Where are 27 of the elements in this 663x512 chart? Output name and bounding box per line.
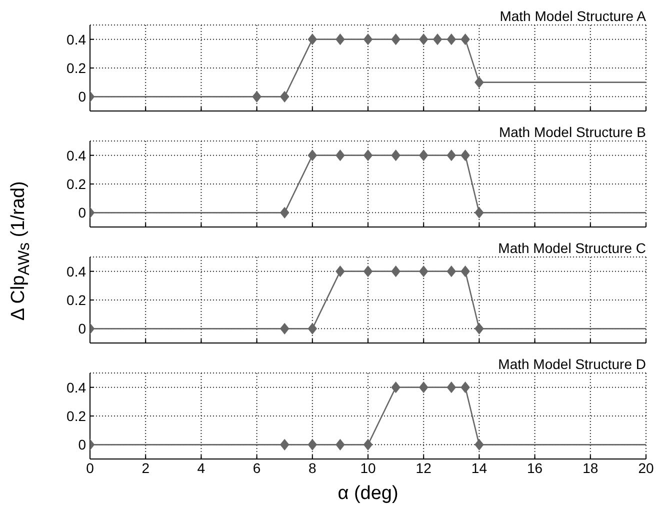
y-tick-label: 0.2 [66, 176, 86, 192]
y-tick-label: 0.4 [66, 379, 86, 396]
y-tick-label: 0.4 [66, 31, 86, 48]
x-tick-label: 6 [252, 460, 261, 476]
y-tick-label: 0.2 [66, 292, 86, 308]
x-tick-label: 10 [360, 460, 376, 476]
y-tick-label: 0.2 [66, 408, 86, 424]
y-tick-label: 0 [78, 204, 86, 221]
x-tick-label: 18 [582, 460, 598, 476]
x-axis-title: α (deg) [336, 483, 400, 505]
chart-title: Math Model Structure B [498, 124, 646, 140]
x-tick-label: 14 [471, 460, 488, 476]
x-tick-label: 2 [142, 460, 150, 476]
y-tick-label: 0.2 [66, 60, 86, 76]
y-tick-label: 0 [78, 436, 86, 453]
x-tick-label: 4 [197, 460, 206, 476]
chart-title: Math Model Structure C [498, 240, 646, 256]
y-tick-label: 0.4 [66, 147, 86, 164]
y-tick-label: 0 [78, 88, 86, 105]
x-tick-label: 20 [638, 460, 654, 476]
x-tick-label: 12 [416, 460, 432, 476]
x-tick-label: 16 [527, 460, 543, 476]
chart-title: Math Model Structure A [500, 8, 646, 24]
y-tick-label: 0.4 [66, 263, 86, 280]
y-tick-label: 0 [78, 320, 86, 337]
chart-title: Math Model Structure D [498, 356, 646, 372]
x-tick-label: 8 [308, 460, 316, 476]
